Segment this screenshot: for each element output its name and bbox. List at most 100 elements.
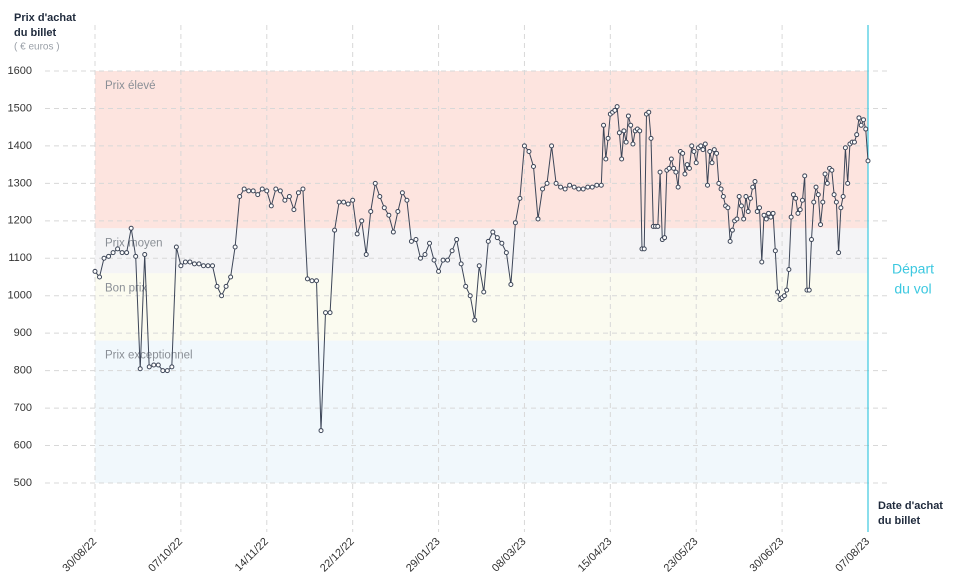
- price-point: [580, 186, 586, 192]
- price-point: [264, 188, 270, 194]
- y-axis-unit: ( € euros ): [14, 42, 60, 53]
- price-point: [614, 104, 620, 110]
- price-point: [232, 244, 238, 250]
- x-tick-label: 08/03/23: [490, 536, 529, 575]
- price-point: [671, 165, 677, 171]
- price-point: [169, 364, 175, 370]
- price-point: [768, 214, 774, 220]
- price-point: [657, 169, 663, 175]
- y-tick-label: 1500: [8, 102, 32, 114]
- price-point: [806, 287, 812, 293]
- price-point: [553, 180, 559, 186]
- x-axis-title: Date d'achat: [878, 500, 943, 512]
- price-point: [702, 141, 708, 147]
- price-point: [705, 182, 711, 188]
- price-point: [616, 130, 622, 136]
- price-point: [440, 257, 446, 263]
- price-point: [842, 145, 848, 151]
- price-point: [793, 195, 799, 201]
- price-point: [124, 250, 130, 256]
- price-point: [836, 250, 842, 256]
- price-point: [747, 195, 753, 201]
- price-point: [341, 199, 347, 205]
- price-point: [745, 208, 751, 214]
- band-label: Prix élevé: [105, 80, 156, 92]
- price-point: [549, 143, 555, 149]
- departure-label: Départ: [892, 261, 934, 277]
- price-point: [214, 283, 220, 289]
- price-point: [318, 428, 324, 434]
- price-point: [368, 208, 374, 214]
- price-point: [675, 184, 681, 190]
- y-tick-label: 1600: [8, 65, 32, 77]
- price-point: [133, 253, 139, 259]
- price-point: [790, 192, 796, 198]
- price-point: [781, 293, 787, 299]
- price-point: [300, 186, 306, 192]
- price-point: [770, 210, 776, 216]
- price-point: [332, 227, 338, 233]
- price-point: [160, 368, 166, 374]
- price-point: [146, 364, 152, 370]
- price-point: [250, 188, 256, 194]
- price-point: [576, 186, 582, 192]
- price-point: [795, 210, 801, 216]
- price-point: [359, 218, 365, 224]
- price-point: [408, 238, 414, 244]
- price-point: [815, 192, 821, 198]
- price-point: [662, 235, 668, 241]
- price-point: [598, 182, 604, 188]
- price-point: [115, 246, 121, 252]
- price-point: [738, 203, 744, 209]
- price-point: [309, 278, 315, 284]
- x-tick-label: 30/06/23: [748, 536, 787, 575]
- price-point: [499, 240, 505, 246]
- price-point: [164, 368, 170, 374]
- price-point: [630, 141, 636, 147]
- price-point: [763, 216, 769, 222]
- price-point: [799, 197, 805, 203]
- price-point: [110, 250, 116, 256]
- price-point: [268, 203, 274, 209]
- y-tick-label: 600: [14, 439, 32, 451]
- price-point: [680, 150, 686, 156]
- price-point: [854, 132, 860, 138]
- price-point: [173, 244, 179, 250]
- price-point: [151, 362, 157, 368]
- price-point: [673, 169, 679, 175]
- price-point: [682, 171, 688, 177]
- price-point: [818, 222, 824, 228]
- y-tick-label: 500: [14, 477, 32, 489]
- x-tick-label: 07/08/23: [833, 536, 872, 575]
- price-point: [698, 143, 704, 149]
- price-point: [246, 188, 252, 194]
- price-point: [700, 147, 706, 153]
- x-tick-label: 07/10/22: [146, 536, 185, 575]
- y-axis-title: Prix d'achat: [14, 12, 76, 24]
- price-point: [757, 205, 763, 211]
- price-point: [454, 237, 460, 243]
- price-point: [562, 186, 568, 192]
- price-point: [137, 366, 143, 372]
- price-point: [350, 197, 356, 203]
- price-point: [417, 255, 423, 261]
- price-point: [788, 214, 794, 220]
- price-point: [372, 180, 378, 186]
- price-band: [95, 273, 868, 341]
- price-point: [304, 276, 310, 282]
- price-point: [101, 255, 107, 261]
- price-point: [585, 184, 591, 190]
- x-axis-title: du billet: [878, 515, 921, 527]
- price-point: [851, 139, 857, 145]
- price-point: [413, 237, 419, 243]
- price-point: [865, 158, 871, 164]
- price-point: [436, 268, 442, 274]
- price-point: [693, 160, 699, 166]
- price-point: [718, 186, 724, 192]
- band-label: Bon prix: [105, 282, 147, 294]
- price-point: [612, 107, 618, 113]
- x-tick-label: 29/01/23: [404, 536, 443, 575]
- price-point: [684, 162, 690, 168]
- y-tick-label: 800: [14, 365, 32, 377]
